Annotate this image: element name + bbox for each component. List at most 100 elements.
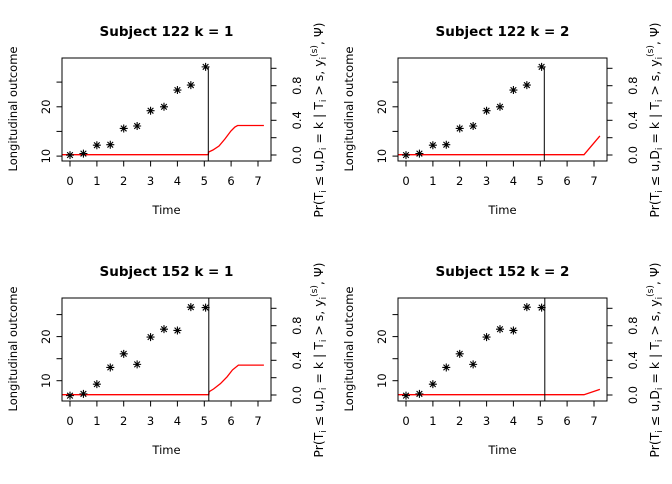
right-tick-label: 0.4 <box>290 111 304 129</box>
right-tick-label: 0.4 <box>290 351 304 369</box>
data-point-star <box>186 303 195 312</box>
panel-title: Subject 152 k = 1 <box>100 264 234 280</box>
x-tick-label: 5 <box>201 414 208 428</box>
left-tick-label: 20 <box>375 99 389 114</box>
right-axis-label: Pr(Ti ≤ u,Di = k | Ti > s, yi(s), Ψ) <box>646 262 665 457</box>
data-point-star <box>509 326 518 335</box>
x-tick-label: 4 <box>174 174 181 188</box>
data-point-star <box>442 140 451 149</box>
left-axis-label: Longitudinal outcome <box>342 47 356 172</box>
x-tick-label: 2 <box>456 414 463 428</box>
right-tick-label: 0.8 <box>626 77 640 95</box>
x-tick-label: 6 <box>563 414 570 428</box>
probability-curve <box>62 124 264 156</box>
data-point-star <box>537 62 546 71</box>
data-point-star <box>495 102 504 111</box>
probability-curve <box>398 388 601 396</box>
data-point-star <box>428 380 437 389</box>
data-point-star <box>186 81 195 90</box>
right-axis-label: Pr(Ti ≤ u,Di = k | Ti > s, yi(s), Ψ) <box>310 262 329 457</box>
data-point-star <box>415 149 424 158</box>
plot-svg: 0 1 2 3 4 5 6 7 10 20 0.0 0.4 0.8 Subject 122 k = 2 Ti… <box>342 22 665 217</box>
data-point-star <box>66 151 75 160</box>
panel-title: Subject 122 k = 2 <box>436 24 570 40</box>
scatter-points <box>66 62 210 160</box>
right-tick-label: 0.8 <box>290 77 304 95</box>
x-tick-label: 0 <box>402 174 409 188</box>
plot-box <box>61 57 272 162</box>
x-axis-label: Time <box>487 443 516 457</box>
right-tick-label: 0.0 <box>626 386 640 404</box>
x-axis-label: Time <box>151 443 180 457</box>
right-tick-label: 0.8 <box>626 317 640 335</box>
right-tick-label: 0.0 <box>290 146 304 164</box>
data-point-star <box>79 389 88 398</box>
x-tick-label: 0 <box>402 414 409 428</box>
left-tick-label: 10 <box>375 149 389 164</box>
x-tick-label: 7 <box>254 174 261 188</box>
plot-box <box>61 297 272 402</box>
data-point-star <box>133 360 142 369</box>
data-point-star <box>119 124 128 133</box>
left-tick-label: 20 <box>39 329 53 344</box>
x-tick-label: 5 <box>537 174 544 188</box>
probability-curve <box>398 135 601 156</box>
x-tick-label: 4 <box>510 414 517 428</box>
left-tick-label: 10 <box>39 373 53 388</box>
plot-svg: 0 1 2 3 4 5 6 7 10 20 0.0 0.4 0.8 Subject 152 k = 1 Ti… <box>6 262 329 457</box>
x-tick-label: 0 <box>66 174 73 188</box>
data-point-star <box>66 391 75 400</box>
data-point-star <box>455 124 464 133</box>
x-tick-label: 3 <box>483 414 490 428</box>
data-point-star <box>415 389 424 398</box>
plot-box <box>397 57 608 162</box>
data-point-star <box>201 303 210 312</box>
x-tick-label: 3 <box>147 414 154 428</box>
data-point-star <box>469 360 478 369</box>
data-point-star <box>469 122 478 131</box>
x-axis-label: Time <box>151 203 180 217</box>
data-point-star <box>482 106 491 115</box>
panel-subject-122-k1: 0 1 2 3 4 5 6 7 10 20 0.0 0.4 0.8 Subject 122 k = 1 Ti… <box>0 0 336 240</box>
x-tick-label: 2 <box>120 414 127 428</box>
right-tick-label: 0.4 <box>626 351 640 369</box>
probability-curve <box>62 364 264 396</box>
x-tick-label: 2 <box>456 174 463 188</box>
data-point-star <box>402 151 411 160</box>
data-point-star <box>173 326 182 335</box>
panel-subject-122-k2: 0 1 2 3 4 5 6 7 10 20 0.0 0.4 0.8 Subject 122 k = 2 Ti… <box>336 0 672 240</box>
x-tick-label: 4 <box>510 174 517 188</box>
left-tick-label: 10 <box>39 149 53 164</box>
left-tick-label: 20 <box>375 329 389 344</box>
data-point-star <box>159 102 168 111</box>
data-point-star <box>106 363 115 372</box>
data-point-star <box>173 86 182 95</box>
data-point-star <box>402 391 411 400</box>
plot-svg: 0 1 2 3 4 5 6 7 10 20 0.0 0.4 0.8 Subject 152 k = 2 Ti… <box>342 262 665 457</box>
data-point-star <box>428 141 437 150</box>
right-tick-label: 0.0 <box>626 146 640 164</box>
x-tick-label: 3 <box>147 174 154 188</box>
x-tick-label: 1 <box>429 414 436 428</box>
scatter-points <box>402 303 546 400</box>
data-point-star <box>442 363 451 372</box>
panel-title: Subject 122 k = 1 <box>100 24 234 40</box>
data-point-star <box>522 81 531 90</box>
plot-box <box>397 297 608 402</box>
data-point-star <box>455 349 464 358</box>
data-point-star <box>133 122 142 131</box>
data-point-star <box>119 349 128 358</box>
right-tick-label: 0.0 <box>290 386 304 404</box>
x-tick-label: 5 <box>537 414 544 428</box>
x-tick-label: 1 <box>93 174 100 188</box>
x-axis-label: Time <box>487 203 516 217</box>
x-tick-label: 2 <box>120 174 127 188</box>
left-axis-label: Longitudinal outcome <box>6 287 20 412</box>
x-tick-label: 7 <box>590 174 597 188</box>
x-tick-label: 3 <box>483 174 490 188</box>
data-point-star <box>159 325 168 334</box>
data-point-star <box>92 380 101 389</box>
data-point-star <box>522 303 531 312</box>
left-axis-label: Longitudinal outcome <box>6 47 20 172</box>
